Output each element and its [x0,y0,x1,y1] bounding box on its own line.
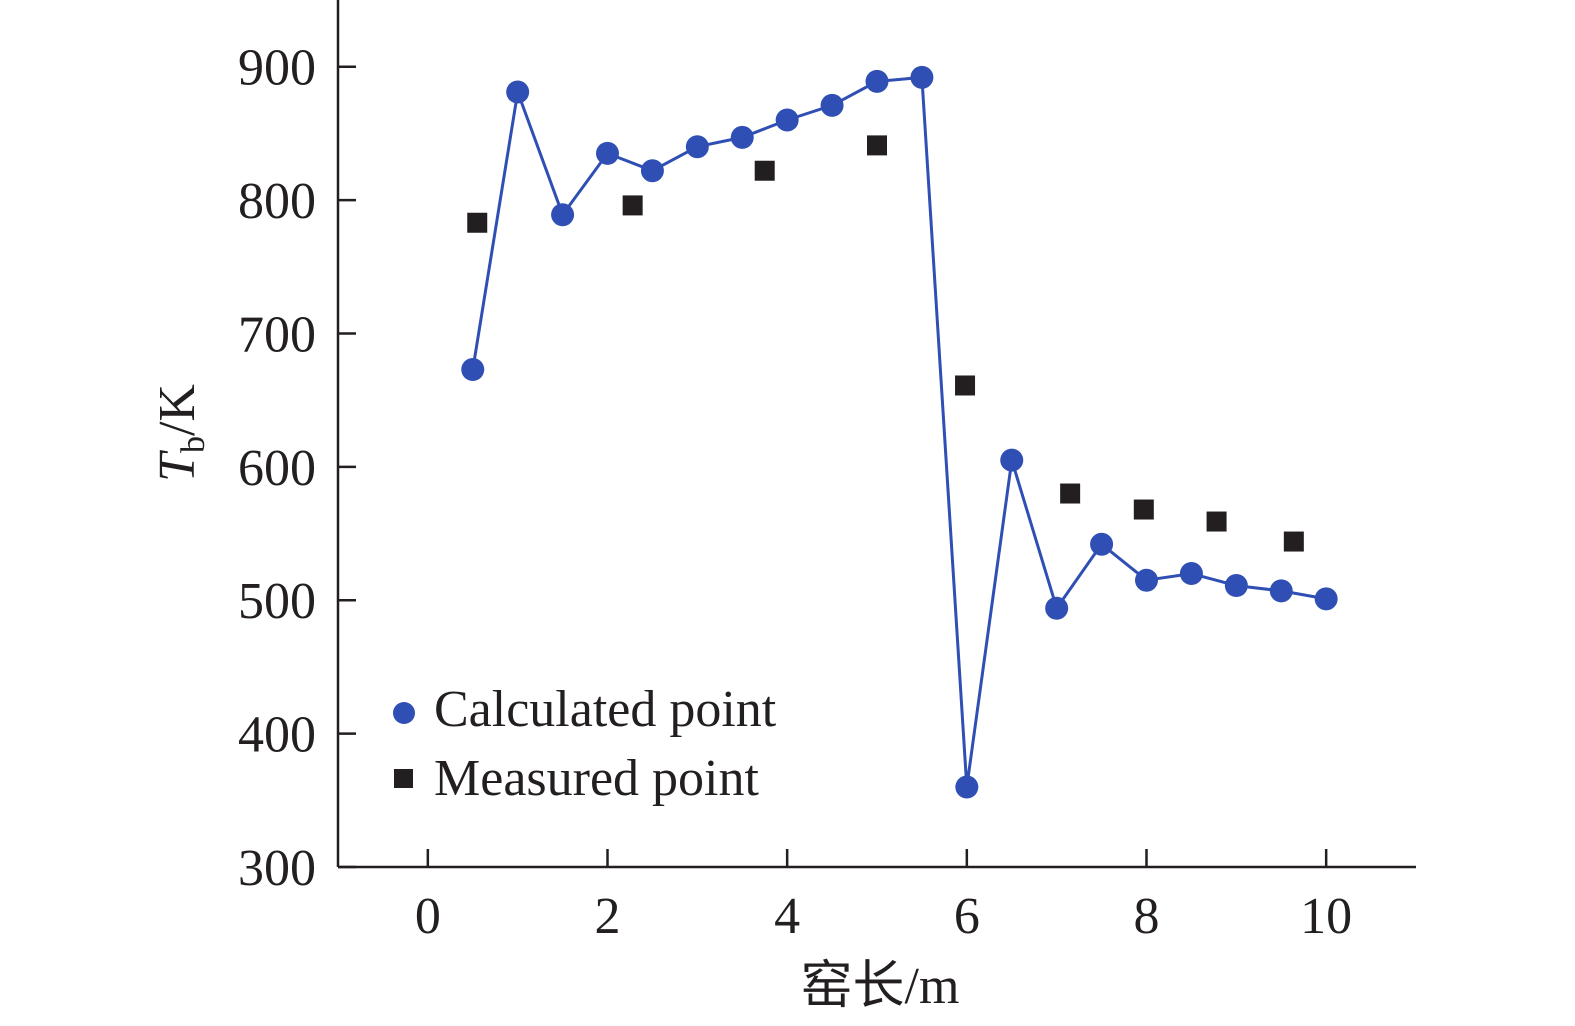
calculated-point [1135,568,1158,592]
measured-point [1206,511,1227,532]
calculated-point [1314,587,1338,611]
measured-point [867,135,887,156]
calculated-point [955,775,979,799]
calculated-point [820,93,844,117]
calculated-point [596,141,619,165]
y-axis-label: Tb/K [149,384,212,482]
x-axis-label: 窑长/m [801,958,960,1015]
axes [336,0,1416,869]
x-tick-label: 2 [595,888,621,945]
measured-point [467,212,488,233]
series-0 [461,65,1338,799]
calculated-point [640,159,664,183]
y-tick-label: 400 [238,707,316,764]
x-tick-label: 4 [774,888,800,945]
calculated-point [1000,448,1024,472]
x-tick-label: 8 [1134,888,1160,945]
calculated-point [1090,532,1114,556]
measured-point [1133,499,1154,520]
x-tick-label: 6 [954,888,980,945]
calculated-point [1224,574,1248,598]
calculated-point [685,135,709,159]
calculated-point [910,65,934,89]
measured-point [1283,531,1304,552]
x-tick-label: 10 [1300,888,1352,945]
y-tick-label: 600 [238,440,316,497]
measured-point [622,195,643,216]
calculated-point [461,357,485,381]
series-layer [461,65,1338,799]
y-tick-label: 900 [238,40,316,97]
calculated-point [865,69,889,93]
legend-calculated-label: Calculated point [434,681,777,738]
calculated-point [775,108,799,132]
x-axis-ticks: 0 2 4 6 8 10 [415,849,1352,945]
x-tick-label: 0 [415,888,441,945]
calculated-point [1179,562,1203,586]
measured-point [955,375,976,396]
legend-measured-label: Measured point [434,750,759,807]
y-axis-ticks: 300 400 500 600 700 800 900 [238,40,356,897]
y-tick-label: 500 [238,573,316,630]
legend: Calculated point Measured point [393,681,777,807]
y-tick-label: 300 [238,840,316,897]
calculated-point [1045,596,1069,620]
measured-point [1060,483,1081,504]
y-axis-unit: /K [149,384,206,436]
y-axis-subscript: b [175,436,212,453]
series-1 [467,135,1304,552]
legend-calculated-marker [393,702,415,724]
y-tick-label: 800 [238,173,316,230]
calculated-point [506,80,530,104]
legend-measured-marker [394,769,413,788]
calculated-point [551,203,575,227]
y-axis-symbol: T [149,450,206,482]
measured-point [754,160,775,181]
calculated-point [1269,579,1293,603]
calculated-point [730,125,754,149]
y-tick-label: 700 [238,306,316,363]
